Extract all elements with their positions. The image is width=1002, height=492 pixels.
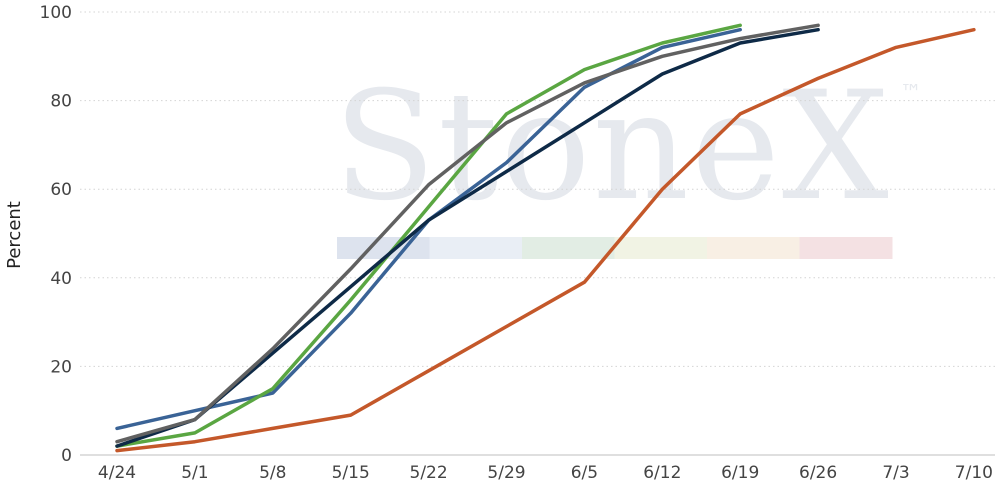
- y-tick-label: 0: [61, 446, 72, 466]
- x-tick-label: 7/3: [882, 463, 909, 483]
- x-tick-label: 5/15: [332, 463, 370, 483]
- x-tick-label: 6/5: [571, 463, 598, 483]
- y-tick-label: 100: [40, 3, 72, 23]
- x-tick-label: 5/29: [487, 463, 525, 483]
- x-tick-label: 4/24: [98, 463, 136, 483]
- watermark-trademark: ™: [900, 81, 922, 106]
- watermark-band-segment: [799, 237, 893, 259]
- gridlines: [80, 11, 995, 456]
- x-tick-label: 5/1: [181, 463, 208, 483]
- watermark-band-segment: [707, 237, 800, 259]
- y-axis-title: Percent: [4, 201, 25, 269]
- watermark-logo-text: StoneX: [333, 60, 891, 234]
- series-lines: [115, 23, 976, 453]
- series-line-5: [115, 27, 976, 453]
- x-tick-label: 5/8: [259, 463, 286, 483]
- x-tick-label: 5/22: [410, 463, 448, 483]
- y-axis-ticks: 0 20 40 60 80 100: [40, 3, 72, 466]
- watermark-band-segment: [337, 237, 430, 259]
- x-tick-label: 6/26: [799, 463, 837, 483]
- x-axis-ticks: 4/24 5/1 5/8 5/15 5/22 5/29 6/5 6/12 6/19 6/26 7/3…: [98, 463, 993, 483]
- y-tick-label: 20: [50, 357, 72, 377]
- watermark-color-band: [337, 237, 893, 259]
- y-tick-label: 60: [50, 180, 72, 200]
- watermark-band-segment: [614, 237, 708, 259]
- x-tick-label: 6/19: [721, 463, 759, 483]
- watermark-band-segment: [522, 237, 615, 259]
- watermark-band-segment: [429, 237, 523, 259]
- y-tick-label: 40: [50, 269, 72, 289]
- y-tick-label: 80: [50, 92, 72, 112]
- x-tick-label: 6/12: [643, 463, 681, 483]
- series-line-4: [115, 23, 820, 444]
- x-tick-label: 7/10: [955, 463, 993, 483]
- series-line-2: [115, 23, 742, 448]
